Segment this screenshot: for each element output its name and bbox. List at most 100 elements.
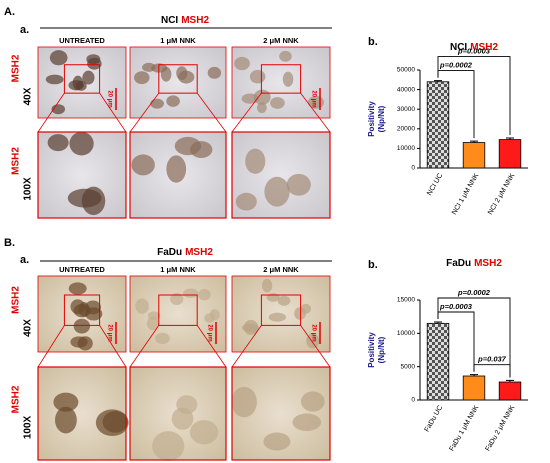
y-tick-label: 20000 (397, 126, 415, 133)
cell (270, 97, 285, 109)
micrograph (231, 366, 331, 461)
chart-label: b. (368, 36, 378, 48)
cell (207, 66, 222, 79)
cell (178, 70, 195, 84)
column-header: 1 μM NNK (160, 36, 196, 45)
y-axis-label: Positivity(Np/Nt) (367, 101, 386, 137)
x-tick-label: FaDu 1 μM NNK (449, 404, 481, 452)
cell (189, 420, 219, 445)
zoom-line (231, 325, 262, 368)
zoom-box (158, 294, 198, 326)
panel-title-marker: MSH2 (181, 15, 209, 26)
zoom-line (196, 325, 227, 368)
p-value: p=0.0002 (439, 61, 473, 70)
cell (243, 319, 259, 336)
error-bar (506, 379, 514, 382)
micrograph (37, 275, 127, 353)
zoom-line (300, 325, 331, 368)
row-mag: 40X (23, 87, 34, 105)
chart-title: NCI MSH2 (450, 42, 498, 53)
y-tick-label: 0 (411, 397, 415, 404)
micrograph (129, 46, 227, 119)
cell (73, 303, 91, 318)
cell (53, 392, 79, 412)
p-value: p=0.0002 (457, 288, 491, 297)
x-tick-label: NCI UC (426, 172, 444, 196)
micrograph (129, 366, 227, 461)
micrograph-frame (231, 46, 331, 119)
cell (268, 312, 287, 322)
column-header: 1 μM NNK (160, 265, 196, 274)
chart-title-marker: MSH2 (470, 42, 498, 53)
micrograph-frame (231, 366, 331, 461)
cell (300, 391, 325, 412)
y-tick-label: 30000 (397, 106, 415, 113)
micrograph (231, 46, 331, 119)
panel-label: A. (4, 6, 15, 18)
cell (264, 176, 290, 207)
y-tick-label: 0 (411, 165, 415, 172)
y-axis-label: Positivity(Np/Nt) (367, 332, 386, 368)
cell (45, 74, 64, 85)
cell (234, 56, 250, 71)
cell (155, 332, 170, 345)
micrograph-frame (129, 366, 227, 461)
scale-label: 20 μm (106, 90, 112, 107)
scale-label: 20 μm (310, 90, 316, 107)
y-tick-label: 10000 (397, 330, 415, 337)
y-axis-label-line: Positivity (367, 332, 376, 368)
micrograph-frame (37, 131, 127, 219)
zoom-line (37, 325, 65, 368)
significance-bracket (437, 56, 511, 136)
micrograph (37, 131, 127, 219)
cell (68, 282, 87, 295)
cell (67, 188, 102, 208)
error-bar (506, 137, 514, 140)
cell (176, 395, 198, 414)
chart-title-marker: MSH2 (474, 258, 502, 269)
error-bar (470, 140, 478, 143)
sub-label: a. (20, 254, 29, 266)
cell (286, 173, 311, 196)
panel-title-part: FaDu (157, 247, 182, 258)
micrograph-frame (129, 131, 227, 219)
cell (198, 289, 211, 301)
chart-title: FaDu MSH2 (446, 258, 502, 269)
cell (277, 295, 291, 306)
y-tick-label: 50000 (397, 67, 415, 74)
cell (182, 288, 199, 299)
micrograph-frame (129, 275, 227, 353)
zoom-line (99, 325, 127, 368)
row-marker: MSH2 (11, 385, 22, 413)
cell (256, 102, 267, 114)
row-marker: MSH2 (11, 54, 22, 82)
significance-bracket (437, 297, 511, 378)
cell (166, 155, 187, 183)
cell (306, 333, 320, 349)
zoom-box (158, 64, 198, 94)
cell (87, 57, 102, 70)
cell (235, 192, 257, 211)
zoom-line (231, 92, 262, 133)
cell (152, 431, 185, 461)
chart-title-part: FaDu (446, 258, 471, 269)
bar (498, 381, 522, 401)
cell (261, 278, 273, 293)
cell (166, 95, 180, 107)
sub-label: a. (20, 24, 29, 36)
cell (300, 303, 312, 314)
bar (498, 139, 522, 169)
row-mag: 100X (23, 415, 34, 439)
cell (131, 154, 155, 176)
cell (292, 413, 322, 432)
scale-label: 20 μm (310, 324, 316, 341)
zoom-line (196, 92, 227, 133)
micrograph (129, 275, 227, 353)
cell (134, 71, 150, 85)
cell (150, 98, 164, 109)
row-marker: MSH2 (11, 286, 22, 314)
zoom-box (63, 294, 101, 326)
row-mag: 40X (23, 319, 34, 337)
micrograph (231, 275, 331, 353)
column-header: 2 μM NNK (263, 265, 299, 274)
